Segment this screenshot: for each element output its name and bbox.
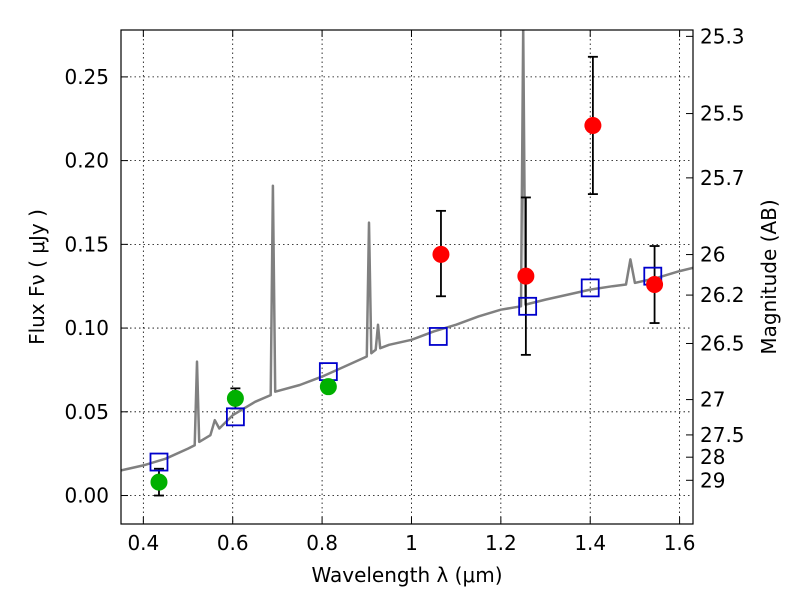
grid (121, 30, 693, 524)
x-tick-label: 0.8 (306, 531, 338, 555)
y-tick-label: 0.25 (64, 65, 109, 89)
y-tick-label: 0.05 (64, 400, 109, 424)
y2-tick-label: 26.2 (700, 283, 745, 307)
model-spectrum-line (121, 30, 693, 472)
optical-data-point (150, 473, 168, 491)
y2-tick-label: 29 (700, 468, 725, 492)
x-tick-label: 1 (405, 531, 418, 555)
x-tick-label: 0.4 (127, 531, 159, 555)
y2-axis-label: Magnitude (AB) (757, 199, 781, 354)
model-photometry-point (149, 452, 169, 472)
x-tick-label: 1.4 (574, 531, 606, 555)
y2-tick-label: 25.5 (700, 102, 745, 126)
nir-data-point (517, 267, 535, 285)
y-tick-label: 0.20 (64, 149, 109, 173)
axes: 0.4 0.6 0.8 1 1.2 1.4 1.6 0.00 0.05 0.10 0.15 0.20 0… (64, 24, 744, 555)
y2-tick-label: 27 (700, 388, 725, 412)
nir-data-point (646, 276, 664, 294)
y-tick-label: 0.00 (64, 484, 109, 508)
y2-tick-label: 25.7 (700, 166, 745, 190)
model-photometry-point (518, 296, 538, 316)
x-tick-label: 1.6 (664, 531, 696, 555)
x-tick-label: 0.6 (217, 531, 249, 555)
y-tick-label: 0.10 (64, 316, 109, 340)
x-axis-label: Wavelength λ (μm) (311, 563, 502, 587)
optical-data-point (226, 389, 244, 407)
nir-data-point (584, 116, 602, 134)
y2-tick-label: 26 (700, 243, 725, 267)
plot-frame (120, 29, 694, 525)
model-photometry-point (428, 327, 448, 346)
model-photometry-point (580, 278, 600, 298)
y2-tick-label: 25.3 (700, 24, 745, 48)
y2-tick-label: 27.5 (700, 423, 745, 447)
y-tick-label: 0.15 (64, 232, 109, 256)
x-tick-label: 1.2 (485, 531, 517, 555)
y2-tick-label: 28 (700, 445, 725, 469)
optical-data-point (319, 378, 337, 396)
model-photometry-point (225, 407, 245, 427)
y2-tick-label: 26.5 (700, 331, 745, 355)
plot-area (121, 30, 693, 497)
y-axis-label: Flux Fν ( μJy ) (25, 209, 49, 345)
nir-data-point (432, 245, 450, 263)
